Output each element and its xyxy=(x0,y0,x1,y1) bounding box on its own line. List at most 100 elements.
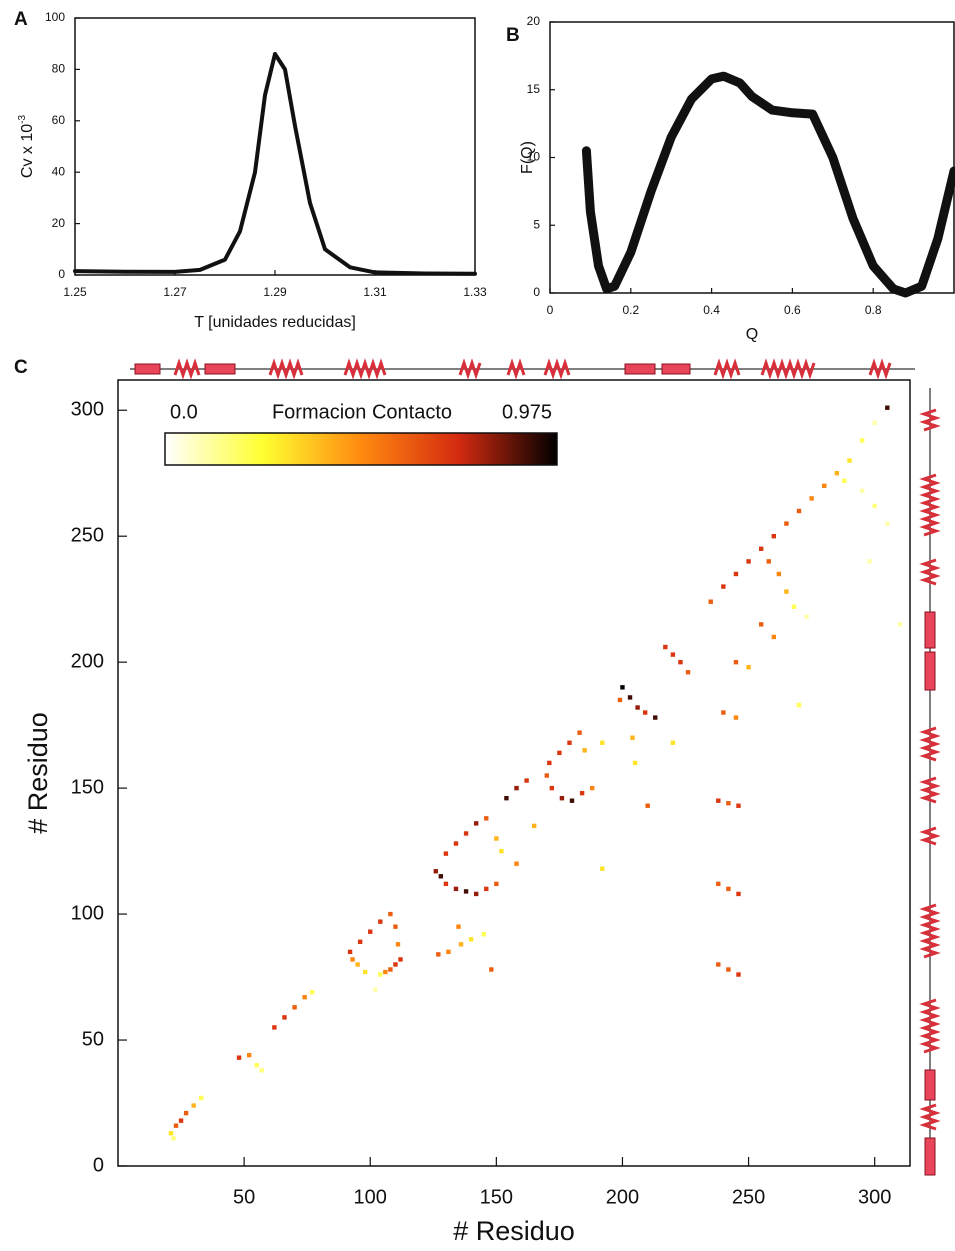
y-tick-label: 100 xyxy=(71,902,104,924)
contact-cell xyxy=(822,483,827,489)
x-tick-label: 1.25 xyxy=(63,285,87,299)
x-tick-label: 200 xyxy=(606,1186,639,1208)
x-tick-label: 150 xyxy=(480,1186,513,1208)
contact-cell xyxy=(168,1131,174,1136)
contact-cell xyxy=(670,652,676,657)
contact-cell xyxy=(494,881,499,887)
contact-cell xyxy=(473,891,479,897)
contact-cell xyxy=(635,705,640,710)
helix-icon xyxy=(268,358,304,380)
contact-cell xyxy=(758,622,764,627)
helix-icon xyxy=(919,726,941,762)
contact-cell xyxy=(489,967,494,972)
y-tick-label: 100 xyxy=(45,10,65,24)
strand-icon xyxy=(204,363,236,375)
contact-cell xyxy=(388,911,393,917)
contact-cell xyxy=(784,589,789,594)
contact-cell xyxy=(796,508,802,514)
contact-cell xyxy=(531,823,537,829)
contact-cell xyxy=(726,801,731,806)
contact-cell xyxy=(178,1118,184,1123)
contact-cell xyxy=(736,972,741,977)
contact-cell xyxy=(804,614,809,620)
contact-cell xyxy=(758,546,764,551)
y-axis-label: F(Q) xyxy=(519,141,536,174)
contact-cell xyxy=(708,599,713,604)
contact-cell xyxy=(589,785,595,791)
contact-cell xyxy=(685,670,691,675)
contact-cell xyxy=(463,889,469,894)
contact-cell xyxy=(388,967,393,972)
panel-letter: A xyxy=(14,9,28,30)
helix-icon xyxy=(919,903,941,959)
y-axis-label: Cv x 10-3 xyxy=(17,114,37,178)
contact-cell xyxy=(726,886,731,892)
contact-cell xyxy=(670,740,676,745)
x-tick-label: 100 xyxy=(354,1186,387,1208)
contact-cell xyxy=(567,740,572,745)
contact-cell xyxy=(663,644,668,650)
plot-frame xyxy=(117,379,911,1167)
strand-icon xyxy=(924,651,936,691)
colorbar-tick-label: 0.975 xyxy=(502,401,552,423)
colorbar-tick-label: 0.0 xyxy=(170,401,198,423)
contact-cell xyxy=(776,571,782,577)
y-tick-label: 50 xyxy=(82,1028,104,1050)
contact-cell xyxy=(246,1052,252,1058)
colorbar-title: Formacion Contacto xyxy=(272,401,452,423)
contact-cell xyxy=(383,969,388,975)
contact-cell xyxy=(733,571,739,577)
contact-cell xyxy=(716,798,721,803)
contact-cell xyxy=(398,957,403,962)
contact-cell xyxy=(885,521,890,526)
contact-cell xyxy=(579,790,585,796)
helix-icon xyxy=(919,558,941,586)
contact-cell xyxy=(183,1110,189,1116)
contact-cell xyxy=(746,664,751,670)
contact-cell xyxy=(559,795,565,801)
contact-cell xyxy=(746,559,751,564)
data-line xyxy=(73,52,477,276)
contact-cell xyxy=(436,952,441,957)
x-tick-label: 1.29 xyxy=(263,285,287,299)
contact-cell xyxy=(514,785,519,791)
y-tick-label: 10 xyxy=(527,150,541,164)
helix-icon xyxy=(868,358,892,380)
contact-cell xyxy=(834,471,840,476)
contact-cell xyxy=(617,697,623,703)
contact-cell xyxy=(173,1123,179,1128)
helix-icon xyxy=(543,358,571,380)
contact-cell xyxy=(453,886,459,892)
contact-cell xyxy=(791,604,797,609)
contact-cell xyxy=(236,1055,242,1060)
contact-cell xyxy=(771,533,776,539)
contact-cell xyxy=(678,659,683,665)
contact-cell xyxy=(292,1005,297,1010)
contact-cell xyxy=(433,869,439,874)
contact-cell xyxy=(569,798,575,803)
strand-icon xyxy=(924,1069,936,1101)
contact-cell xyxy=(272,1025,277,1030)
contact-cell xyxy=(446,949,451,955)
contact-cell xyxy=(393,924,398,929)
contact-cell xyxy=(254,1063,259,1068)
y-tick-label: 5 xyxy=(533,217,540,231)
strand-icon xyxy=(924,1137,936,1176)
contact-cell xyxy=(716,881,721,887)
contact-cell xyxy=(302,995,307,1000)
y-axis-label: # Residuo xyxy=(23,712,53,834)
strand-icon xyxy=(624,363,656,375)
contact-cell xyxy=(494,836,499,841)
y-tick-label: 300 xyxy=(71,399,104,421)
contact-cell xyxy=(468,937,474,942)
contact-cell xyxy=(514,861,519,866)
contact-cell xyxy=(653,715,658,720)
contact-cell xyxy=(809,496,814,501)
x-tick-label: 0.4 xyxy=(703,303,720,317)
helix-icon xyxy=(919,408,941,432)
contact-cell xyxy=(771,634,776,640)
x-tick-label: 1.31 xyxy=(363,285,387,299)
panel-letter: B xyxy=(506,25,520,46)
helix-icon xyxy=(919,473,941,537)
